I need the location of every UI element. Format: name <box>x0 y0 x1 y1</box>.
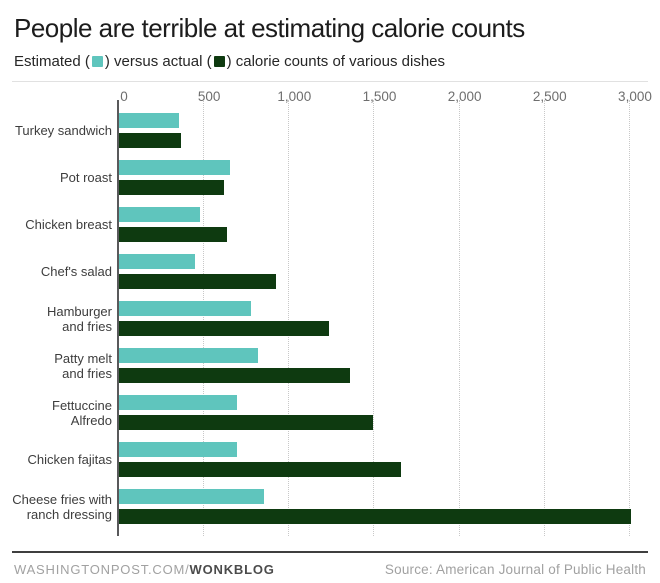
wonkblog-text: WONKBLOG <box>189 562 275 577</box>
actual-color-swatch <box>213 56 225 67</box>
category-label: Hamburger and fries <box>46 303 112 334</box>
gridline <box>543 100 545 536</box>
chart-body: Turkey sandwich Pot roast Chicken breast Ch… <box>12 100 648 536</box>
estimated-bar-2 <box>118 207 200 222</box>
y-axis-line <box>117 100 119 536</box>
estimated-bar-0 <box>118 113 180 128</box>
category-label: Chef's salad <box>40 264 112 279</box>
actual-bar-3 <box>118 274 277 289</box>
gridline <box>288 100 290 536</box>
page-title: People are terrible at estimating calori… <box>14 13 525 43</box>
legend-text-suffix: ) calorie counts of various dishes <box>226 53 445 70</box>
category-label: Chicken fajitas <box>27 452 112 467</box>
estimated-bar-5 <box>118 348 258 363</box>
category-label: Cheese fries with ranch dressing <box>12 491 112 522</box>
estimated-bar-8 <box>118 489 265 504</box>
bar-group <box>118 201 646 248</box>
actual-bar-8 <box>118 509 631 524</box>
actual-bar-2 <box>118 227 227 242</box>
x-tick-label: 0 <box>120 89 128 104</box>
actual-bar-4 <box>118 321 330 336</box>
footer-divider <box>12 551 648 553</box>
actual-bar-1 <box>118 180 224 195</box>
header-divider <box>12 81 648 82</box>
category-label: Turkey sandwich <box>14 123 112 138</box>
bar-group <box>118 483 646 530</box>
bar-group <box>118 154 646 201</box>
legend-text-estimated: Estimated ( <box>14 53 90 70</box>
x-tick-label: 500 <box>197 89 221 104</box>
category-label: Pot roast <box>59 170 112 185</box>
gridline <box>458 100 460 536</box>
x-tick-label: 2,500 <box>532 89 567 104</box>
chart-legend: Estimated ( ) versus actual ( ) calorie co… <box>14 53 646 70</box>
source-credit: Source: American Journal of Public Healt… <box>384 562 646 577</box>
category-label: Fettuccine Alfredo <box>52 397 112 428</box>
x-tick-label: 1,000 <box>277 89 312 104</box>
category-label: Patty melt and fries <box>54 350 112 381</box>
estimated-bar-4 <box>118 301 251 316</box>
wonkblog-credit: WASHINGTONPOST.COM/WONKBLOG <box>14 562 275 577</box>
estimated-bar-3 <box>118 254 195 269</box>
estimated-bar-7 <box>118 442 238 457</box>
estimated-bar-6 <box>118 395 238 410</box>
bar-chart: 0 500 1,000 1,500 2,000 2,500 3,000 Turkey san… <box>12 85 652 536</box>
footer: WASHINGTONPOST.COM/WONKBLOG Source: Amer… <box>12 553 648 577</box>
wapo-url-text: WASHINGTONPOST.COM/ <box>14 562 190 577</box>
bar-group <box>118 295 646 342</box>
estimated-color-swatch <box>91 56 103 67</box>
x-tick-label: 1,500 <box>362 89 397 104</box>
estimated-bar-1 <box>118 160 231 175</box>
gridline <box>628 100 630 536</box>
actual-bar-0 <box>118 133 182 148</box>
bar-group <box>118 248 646 295</box>
x-tick-label: 3,000 <box>618 89 652 104</box>
bar-group <box>118 389 646 436</box>
gridline <box>373 100 375 536</box>
actual-bar-5 <box>118 368 350 383</box>
category-labels: Turkey sandwich Pot roast Chicken breast Ch… <box>12 107 118 530</box>
legend-text-versus-actual: ) versus actual ( <box>104 53 212 70</box>
bar-group <box>118 107 646 154</box>
actual-bar-7 <box>118 462 401 477</box>
bar-group <box>118 436 646 483</box>
x-axis: 0 500 1,000 1,500 2,000 2,500 3,000 <box>120 85 652 107</box>
x-tick-label: 2,000 <box>447 89 482 104</box>
actual-bar-6 <box>118 415 374 430</box>
bar-group <box>118 342 646 389</box>
category-label: Chicken breast <box>25 217 112 232</box>
gridline <box>203 100 205 536</box>
plot-area <box>117 100 646 536</box>
